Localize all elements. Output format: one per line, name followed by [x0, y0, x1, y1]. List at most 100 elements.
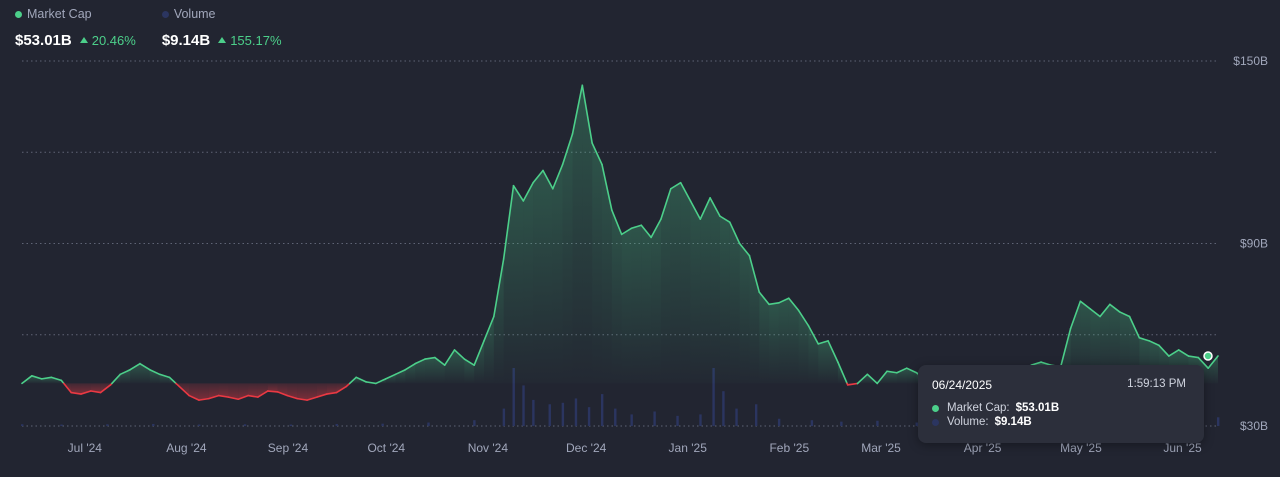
- market-cap-line: [21, 84, 1219, 401]
- line-segment: [748, 254, 761, 293]
- area-segment: [1090, 308, 1101, 384]
- area-segment: [651, 219, 661, 384]
- area-segment: [228, 383, 239, 400]
- line-segment: [247, 394, 259, 398]
- line-segment: [502, 184, 515, 260]
- line-segment: [552, 163, 564, 190]
- line-segment: [1118, 311, 1131, 318]
- area-segment: [444, 349, 455, 384]
- area-segment: [484, 316, 494, 384]
- line-segment: [217, 394, 230, 398]
- line-segment: [601, 163, 613, 211]
- x-tick-label: Jan '25: [669, 441, 708, 455]
- line-segment: [434, 356, 446, 366]
- line-segment: [876, 370, 888, 385]
- line-segment: [669, 181, 682, 190]
- volume-bar: [502, 408, 506, 426]
- line-segment: [512, 184, 525, 202]
- volume-bar: [722, 391, 725, 426]
- line-segment: [581, 84, 593, 144]
- volume-bar: [587, 407, 591, 426]
- line-segment: [797, 309, 810, 327]
- line-segment: [463, 358, 475, 366]
- line-segment: [1158, 344, 1170, 357]
- area-segment: [788, 298, 799, 384]
- volume-bar: [381, 423, 384, 426]
- area-segment: [415, 359, 426, 384]
- line-segment: [1168, 349, 1180, 357]
- area-segment: [533, 170, 543, 384]
- line-segment: [276, 391, 289, 397]
- tooltip-volume-label: Volume:: [947, 416, 989, 428]
- line-segment: [650, 218, 662, 239]
- volume-bar: [614, 408, 617, 426]
- volume-bar: [574, 398, 578, 426]
- x-tick-label: May '25: [1060, 441, 1102, 455]
- market-cap-dot-icon: [932, 404, 939, 412]
- line-segment: [640, 224, 652, 239]
- line-segment: [1148, 340, 1160, 347]
- area-segment: [198, 383, 209, 401]
- volume-bar: [289, 424, 293, 426]
- line-segment: [1040, 361, 1052, 366]
- line-segment: [207, 394, 220, 400]
- line-segment: [316, 393, 328, 398]
- line-segment: [758, 291, 770, 306]
- line-segment: [21, 375, 33, 385]
- line-segment: [394, 368, 407, 376]
- volume-bar: [106, 424, 109, 426]
- area-segment: [719, 216, 730, 384]
- line-segment: [896, 367, 908, 374]
- x-tick-label: Sep '24: [268, 441, 309, 455]
- volume-bar: [548, 404, 551, 426]
- x-tick-label: Mar '25: [861, 441, 901, 455]
- line-segment: [198, 397, 210, 401]
- volume-bar: [473, 420, 476, 426]
- line-segment: [325, 391, 338, 395]
- area-segment: [778, 298, 789, 384]
- legend-volume[interactable]: Volume $9.14B 155.17%: [161, 6, 282, 52]
- line-segment: [1138, 336, 1150, 342]
- volume-bar: [60, 424, 63, 426]
- line-segment: [660, 187, 672, 220]
- line-segment: [1197, 356, 1209, 370]
- line-segment: [50, 376, 63, 382]
- legend-market-cap[interactable]: Market Cap $53.01B 20.46%: [15, 6, 136, 52]
- volume-bar: [532, 399, 535, 426]
- x-tick-label: Dec '24: [566, 441, 607, 455]
- caret-up-icon: [218, 37, 227, 43]
- line-segment: [31, 375, 43, 380]
- area-segment: [297, 383, 308, 401]
- market-cap-value: $53.01B: [15, 31, 72, 49]
- line-segment: [227, 396, 240, 401]
- area-segment: [90, 383, 101, 393]
- line-segment: [493, 257, 505, 318]
- x-tick-label: Feb '25: [769, 441, 809, 455]
- area-segment: [1100, 304, 1110, 384]
- line-segment: [62, 382, 72, 394]
- area-segment: [31, 375, 42, 384]
- area-segment: [316, 383, 327, 398]
- line-segment: [1128, 315, 1141, 339]
- area-segment: [562, 134, 573, 384]
- area-segment: [71, 383, 81, 395]
- area-segment: [759, 292, 770, 384]
- line-segment: [738, 242, 751, 257]
- line-segment: [483, 315, 495, 342]
- legend-market-cap-label: Market Cap: [27, 7, 92, 21]
- line-segment: [296, 397, 308, 401]
- market-cap-dot-icon: [15, 10, 22, 18]
- y-axis-labels: $30B $90B $150B: [1233, 54, 1268, 433]
- area-segment: [641, 225, 652, 384]
- line-segment: [856, 373, 869, 385]
- area-segment: [238, 383, 249, 400]
- market-cap-area: [22, 85, 1218, 401]
- line-segment: [424, 356, 436, 360]
- line-segment: [1030, 361, 1042, 366]
- area-segment: [523, 182, 534, 384]
- line-segment: [111, 373, 122, 385]
- area-segment: [700, 197, 711, 384]
- x-tick-label: Jul '24: [68, 441, 103, 455]
- volume-bar: [600, 394, 604, 426]
